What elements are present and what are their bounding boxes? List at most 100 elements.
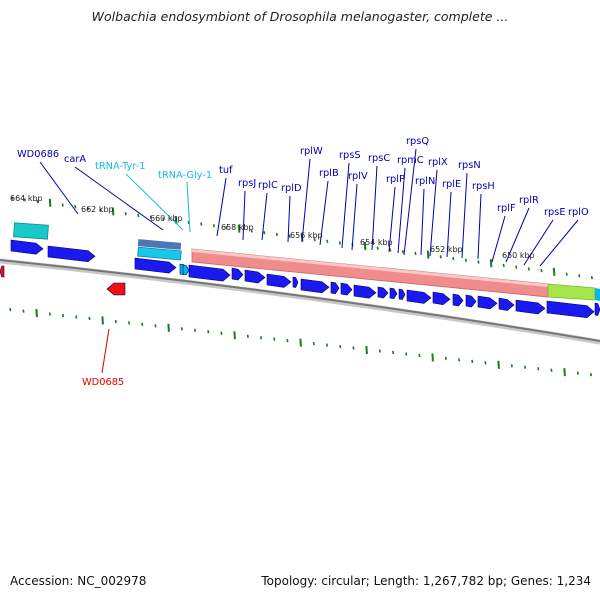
gene-label-tuf: tuf: [219, 165, 233, 176]
gene-label-rplP: rplP: [386, 174, 405, 185]
label-leader-line: [420, 188, 425, 256]
tick-mark: [338, 241, 341, 245]
gene-track: [0, 239, 600, 319]
tick-mark: [74, 205, 77, 209]
forward-gene-arrow: [594, 302, 600, 316]
label-leader-line: [446, 191, 452, 258]
tick-mark: [273, 337, 276, 341]
tick-mark: [154, 324, 157, 328]
forward-gene-arrow: [389, 287, 398, 300]
forward-gene-arrow: [353, 284, 377, 299]
label-leader-line: [125, 173, 184, 231]
tick-mark: [200, 222, 203, 226]
tick-mark: [250, 229, 253, 233]
forward-gene-arrow: [266, 273, 292, 288]
tick-mark: [515, 265, 518, 269]
gene-label-rplE: rplE: [442, 179, 461, 190]
forward-gene-arrow: [465, 294, 477, 308]
tick-mark: [288, 234, 291, 238]
gene-label-rpsJ: rpsJ: [238, 178, 256, 189]
tick-mark: [326, 343, 329, 347]
reverse-gene-arrow: [106, 282, 126, 296]
gene-label-rplO: rplO: [568, 207, 589, 218]
accession-label: Accession: NC_002978: [10, 574, 147, 588]
forward-gene-arrow: [134, 257, 177, 274]
kbp-label: 664 kbp: [10, 194, 43, 203]
tick-mark: [452, 256, 455, 261]
kbp-label: 660 kbp: [150, 214, 183, 223]
tick-mark: [540, 268, 543, 273]
tick-mark: [352, 346, 355, 350]
kbp-label: 662 kbp: [81, 205, 114, 214]
label-leader-line: [74, 166, 164, 231]
tick-mark: [590, 373, 593, 377]
kbp-label: 652 kbp: [430, 245, 463, 254]
gene-label-WD0686: WD0686: [17, 149, 59, 160]
tick-mark: [489, 259, 493, 268]
label-leader-line: [403, 148, 417, 256]
tick-mark: [565, 272, 568, 276]
forward-gene-arrow: [398, 288, 406, 300]
tick-mark: [9, 307, 12, 312]
gene-label-tRNA-Tyr-1: tRNA-Tyr-1: [95, 161, 146, 172]
tick-mark: [550, 368, 553, 372]
tick-mark: [497, 360, 500, 369]
tick-mark: [48, 312, 51, 316]
tick-mark: [141, 322, 144, 327]
forward-gene-arrow: [406, 289, 432, 304]
tick-mark: [401, 249, 404, 254]
tick-mark: [162, 217, 165, 221]
tick-mark: [502, 263, 505, 268]
trna-gene-arrow: [182, 264, 190, 275]
tick-mark: [286, 339, 289, 343]
tick-mark: [128, 321, 131, 325]
forward-gene-arrow: [188, 264, 231, 282]
tRNA-feature-box: [137, 246, 182, 261]
tick-mark: [263, 231, 266, 235]
kbp-label: 658 kbp: [221, 223, 254, 232]
tick-mark: [61, 203, 64, 207]
gene-label-rplV: rplV: [348, 171, 368, 182]
forward-gene-arrow: [330, 281, 340, 295]
tick-mark: [431, 353, 434, 362]
label-leader-line: [39, 161, 79, 215]
tick-mark: [405, 352, 408, 356]
tick-mark: [365, 345, 368, 355]
tick-mark: [527, 267, 530, 271]
tick-mark: [378, 349, 381, 353]
gene-label-rplF: rplF: [497, 203, 516, 214]
tick-mark: [99, 208, 102, 212]
tick-mark: [552, 267, 556, 276]
forward-gene-arrow: [546, 300, 595, 319]
tick-mark: [75, 315, 78, 319]
tick-mark: [149, 215, 152, 219]
label-leader-line: [287, 195, 291, 243]
tick-mark: [376, 246, 379, 250]
green-feature-band: [547, 283, 596, 301]
kbp-label: 650 kbp: [502, 251, 535, 260]
tick-mark: [237, 224, 241, 233]
tick-mark: [524, 365, 527, 369]
gene-label-rplD: rplD: [281, 183, 302, 194]
gene-label-rpsQ: rpsQ: [406, 136, 429, 147]
tick-mark: [576, 371, 579, 375]
tick-mark: [194, 328, 197, 332]
forward-gene-arrow: [432, 291, 451, 306]
forward-gene-arrow: [231, 267, 244, 281]
tick-mark: [207, 330, 210, 334]
teal-feature-left: [13, 222, 49, 240]
tick-mark: [86, 206, 89, 211]
tick-mark: [22, 309, 25, 313]
gene-label-rpsN: rpsN: [458, 160, 481, 171]
label-leader-line: [261, 192, 268, 241]
forward-gene-arrow: [477, 295, 498, 310]
forward-gene-arrow: [498, 297, 515, 311]
label-leader-line: [461, 172, 468, 259]
label-leader-line: [388, 186, 396, 253]
tick-mark: [484, 361, 487, 365]
forward-gene-arrow: [340, 282, 353, 296]
tick-mark: [275, 232, 278, 237]
tick-mark: [458, 358, 461, 362]
